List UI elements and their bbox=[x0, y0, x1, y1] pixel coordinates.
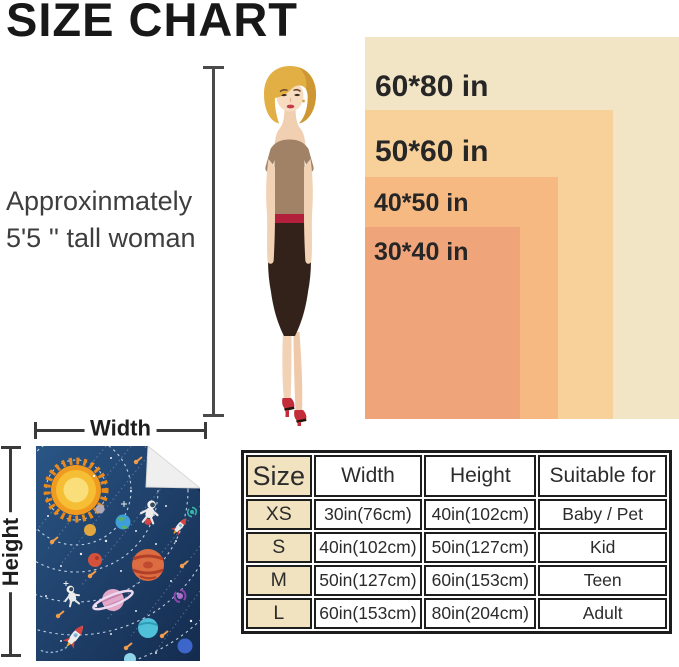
size-box-label: 40*50 in bbox=[374, 189, 469, 217]
cell-height: 40in(102cm) bbox=[424, 499, 537, 530]
table-row-m: M 50in(127cm) 60in(153cm) Teen bbox=[246, 565, 667, 596]
stars bbox=[45, 457, 193, 654]
planet-mercury bbox=[95, 504, 105, 514]
col-header-suitable: Suitable for bbox=[538, 455, 667, 497]
height-measure-line bbox=[203, 66, 224, 417]
cell-height: 80in(204cm) bbox=[424, 598, 537, 629]
cell-suitable: Teen bbox=[538, 565, 667, 596]
blouse bbox=[265, 139, 314, 214]
sun-icon bbox=[43, 457, 109, 523]
cell-size: XS bbox=[246, 499, 312, 530]
width-arrow-label: Width bbox=[84, 415, 157, 442]
cell-height: 60in(153cm) bbox=[424, 565, 537, 596]
lips bbox=[286, 104, 295, 109]
cell-suitable: Kid bbox=[538, 532, 667, 563]
astronaut-icon-2 bbox=[64, 585, 81, 608]
page-title: SIZE CHART bbox=[6, 0, 298, 46]
approx-note-line1: Approxinmately bbox=[6, 186, 193, 216]
planet-jupiter bbox=[132, 549, 164, 581]
planet-saturn bbox=[92, 589, 134, 611]
woman-illustration bbox=[264, 66, 316, 426]
astronaut-icon bbox=[139, 500, 159, 526]
table-row-xs: XS 30in(76cm) 40in(102cm) Baby / Pet bbox=[246, 499, 667, 530]
rocket-icon-2 bbox=[170, 518, 187, 536]
cell-width: 60in(153cm) bbox=[313, 598, 423, 629]
col-header-size: Size bbox=[246, 455, 312, 497]
swirl-icon bbox=[187, 506, 197, 518]
blanket-width-arrow: Width bbox=[34, 415, 207, 442]
galaxy-icon bbox=[173, 589, 187, 603]
cell-width: 30in(76cm) bbox=[313, 499, 423, 530]
cell-suitable: Adult bbox=[538, 598, 667, 629]
table-header-row: Size Width Height Suitable for bbox=[246, 455, 667, 497]
measure-tick-bottom bbox=[203, 414, 224, 417]
height-arrow-label: Height bbox=[0, 511, 24, 592]
planet-neptune bbox=[177, 638, 193, 654]
folded-corner-icon bbox=[145, 446, 200, 489]
size-box-label: 30*40 in bbox=[374, 238, 469, 266]
earring-icon bbox=[302, 99, 305, 103]
size-box-label: 60*80 in bbox=[375, 70, 489, 103]
planet-uranus bbox=[138, 618, 158, 638]
planet-earth bbox=[115, 514, 131, 530]
planet-venus bbox=[84, 524, 96, 536]
planet-moon bbox=[124, 653, 136, 661]
red-heels-icon bbox=[282, 398, 307, 426]
blonde-bob-hair bbox=[264, 66, 316, 124]
pencil-skirt bbox=[268, 222, 311, 336]
col-header-height: Height bbox=[424, 455, 537, 497]
size-box-30x40: 30*40 in bbox=[365, 227, 520, 419]
blanket-illustration bbox=[36, 446, 200, 661]
cell-size: S bbox=[246, 532, 312, 563]
size-box-label: 50*60 in bbox=[375, 135, 489, 168]
cell-size: L bbox=[246, 598, 312, 629]
col-header-width: Width bbox=[313, 455, 423, 497]
rocket-trail bbox=[39, 646, 68, 654]
measure-bar bbox=[212, 66, 215, 417]
blanket-height-arrow: Height bbox=[0, 446, 24, 657]
cell-width: 50in(127cm) bbox=[313, 565, 423, 596]
cell-height: 50in(127cm) bbox=[424, 532, 537, 563]
table-row-s: S 40in(102cm) 50in(127cm) Kid bbox=[246, 532, 667, 563]
approx-note-line2: 5'5 '' tall woman bbox=[6, 223, 196, 254]
planet-mars bbox=[88, 553, 102, 567]
cell-width: 40in(102cm) bbox=[313, 532, 423, 563]
rocket-icon bbox=[62, 625, 84, 649]
table-row-l: L 60in(153cm) 80in(204cm) Adult bbox=[246, 598, 667, 629]
cell-size: M bbox=[246, 565, 312, 596]
approx-height-note: Approxinmately 5'5 '' tall woman bbox=[6, 183, 221, 258]
belt bbox=[272, 213, 306, 223]
meteor-icons bbox=[49, 456, 189, 651]
size-table: Size Width Height Suitable for XS 30in(7… bbox=[241, 450, 672, 634]
cell-suitable: Baby / Pet bbox=[538, 499, 667, 530]
